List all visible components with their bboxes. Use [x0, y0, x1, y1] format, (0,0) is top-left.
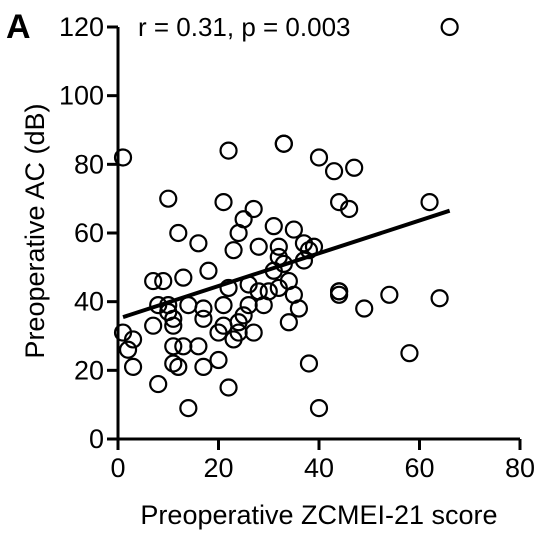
y-axis-label: Preoperative AC (dB): [20, 103, 50, 358]
data-point: [219, 141, 238, 160]
data-point: [179, 399, 198, 418]
data-point: [289, 299, 308, 318]
data-point: [214, 296, 233, 315]
data-point: [189, 234, 208, 253]
data-point: [174, 337, 193, 356]
data-point: [194, 309, 213, 328]
data-point: [214, 193, 233, 212]
data-point: [239, 296, 258, 315]
data-point: [224, 241, 243, 260]
y-axis-ticks: 0 20 40 60 80 100 120: [59, 12, 118, 454]
data-point: [234, 306, 253, 325]
data-point: [244, 323, 263, 342]
data-point: [234, 210, 253, 229]
data-point: [164, 354, 183, 373]
x-tick-label: 80: [505, 453, 535, 483]
data-point: [164, 337, 183, 356]
y-tick-label: 100: [59, 81, 104, 111]
data-point: [159, 189, 178, 208]
y-tick-label: 120: [59, 12, 104, 42]
y-tick-label: 40: [74, 287, 104, 317]
axes: [116, 27, 520, 441]
data-point: [199, 261, 218, 280]
data-point: [144, 271, 163, 291]
data-point: [164, 309, 183, 328]
data-point: [440, 17, 459, 37]
correlation-annotation: r = 0.31, p = 0.003: [138, 12, 351, 42]
x-tick-label: 20: [203, 453, 233, 483]
data-point: [284, 220, 303, 239]
data-point: [123, 357, 143, 376]
x-tick-label: 0: [110, 453, 125, 483]
x-tick-label: 40: [304, 453, 334, 483]
data-point: [420, 193, 439, 212]
data-point: [244, 199, 263, 219]
panel-letter: A: [6, 8, 31, 46]
data-point: [249, 237, 268, 256]
data-point: [194, 299, 213, 318]
x-tick-label: 60: [404, 453, 434, 483]
data-point: [264, 217, 283, 236]
x-axis-label: Preoperative ZCMEI-21 score: [140, 500, 497, 530]
data-point: [189, 337, 208, 356]
data-point: [259, 282, 278, 301]
data-point: [309, 399, 329, 418]
data-point: [430, 289, 449, 308]
data-point: [380, 285, 399, 304]
data-point: [299, 354, 319, 373]
data-point: [309, 148, 329, 167]
data-point: [164, 316, 183, 335]
data-point: [174, 268, 193, 287]
data-point: [355, 299, 374, 318]
data-point: [149, 374, 168, 394]
data-point: [400, 344, 419, 363]
data-point: [154, 271, 173, 291]
data-point: [219, 278, 238, 298]
data-point: [330, 285, 349, 304]
data-point: [324, 162, 344, 181]
data-point: [219, 378, 238, 397]
data-point: [345, 158, 364, 177]
data-point: [209, 350, 228, 370]
data-point: [274, 134, 293, 153]
data-point: [279, 313, 298, 332]
regression-line: [122, 208, 451, 320]
data-point: [144, 316, 163, 335]
data-point: [169, 223, 188, 243]
data-point: [123, 330, 143, 349]
y-tick-label: 0: [89, 424, 104, 454]
data-points: [113, 17, 459, 418]
y-tick-label: 60: [74, 218, 104, 248]
data-point: [113, 148, 133, 167]
x-axis-ticks: 0 20 40 60 80: [110, 439, 535, 483]
data-point: [269, 237, 288, 256]
y-tick-label: 80: [74, 149, 104, 179]
data-point: [169, 357, 188, 376]
data-point: [118, 340, 138, 359]
data-point: [194, 357, 213, 376]
y-tick-label: 20: [74, 355, 104, 385]
data-point: [340, 199, 359, 219]
